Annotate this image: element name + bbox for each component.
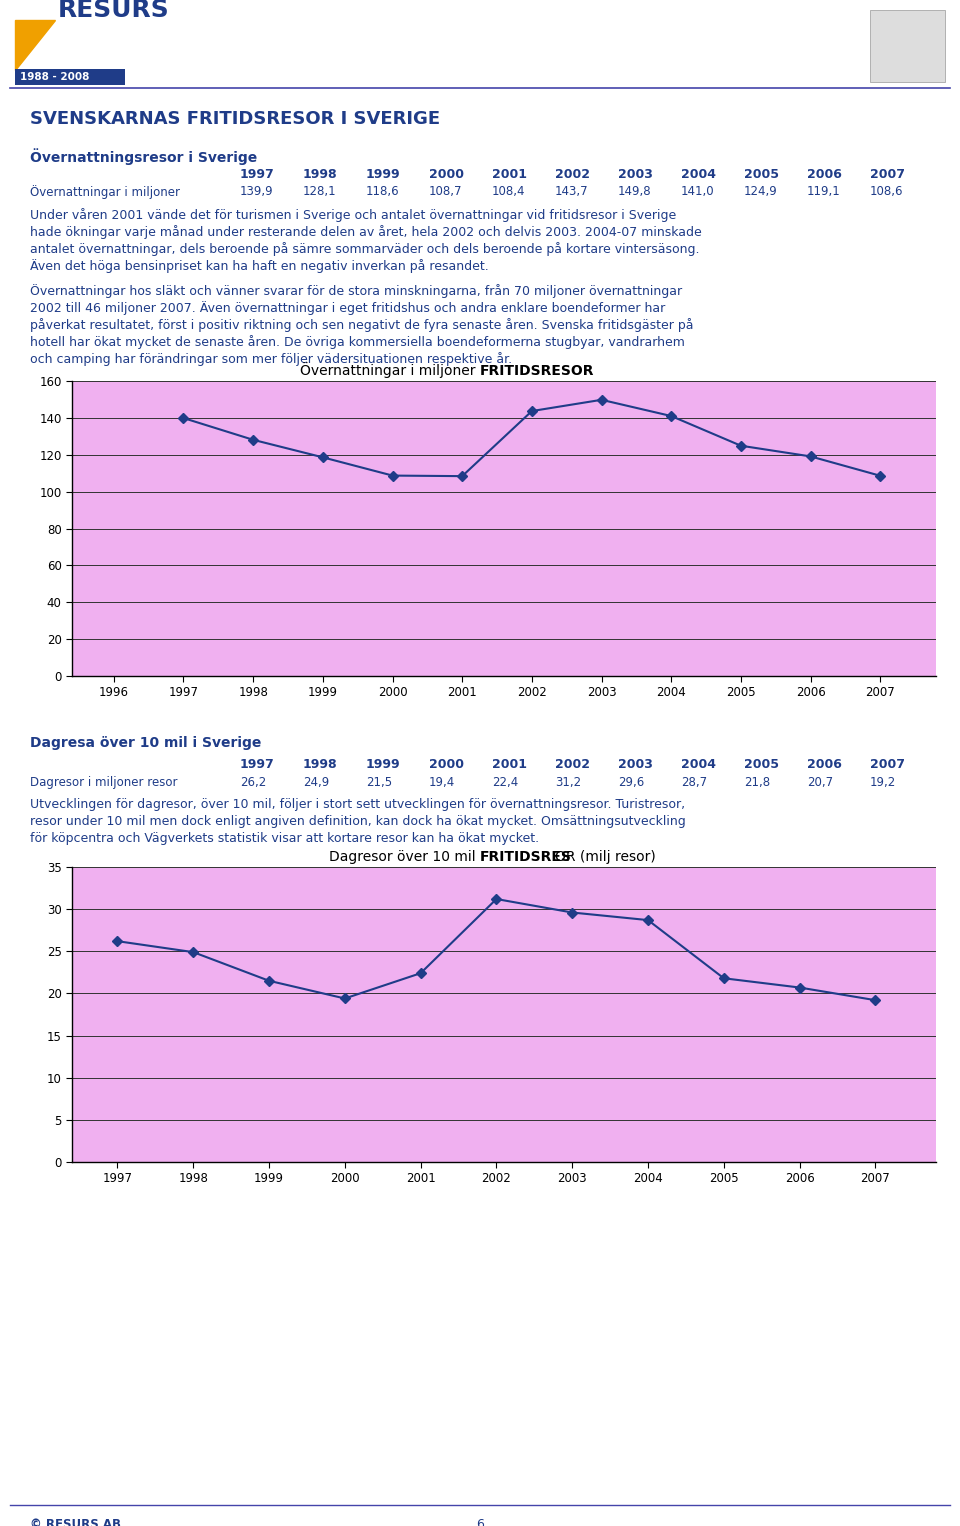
Text: 2007: 2007 <box>870 168 905 182</box>
Text: Utvecklingen för dagresor, över 10 mil, följer i stort sett utvecklingen för öve: Utvecklingen för dagresor, över 10 mil, … <box>30 798 685 810</box>
Text: 2006: 2006 <box>807 168 842 182</box>
Text: Övernattningar hos släkt och vänner svarar för de stora minskningarna, från 70 m: Övernattningar hos släkt och vänner svar… <box>30 284 683 298</box>
Text: 124,9: 124,9 <box>744 185 778 198</box>
Text: Dagresa över 10 mil i Sverige: Dagresa över 10 mil i Sverige <box>30 736 261 749</box>
Text: 2004: 2004 <box>681 758 716 771</box>
Text: 143,7: 143,7 <box>555 185 588 198</box>
Text: 108,4: 108,4 <box>492 185 525 198</box>
FancyBboxPatch shape <box>15 69 125 85</box>
Text: 1999: 1999 <box>366 758 400 771</box>
Text: 31,2: 31,2 <box>555 777 581 789</box>
Text: 2000: 2000 <box>429 168 464 182</box>
Text: © RESURS AB: © RESURS AB <box>30 1518 121 1526</box>
Text: 2001: 2001 <box>492 168 527 182</box>
Text: 1999: 1999 <box>366 168 400 182</box>
Text: Övernattningar i miljoner: Övernattningar i miljoner <box>30 185 180 198</box>
Text: 21,8: 21,8 <box>744 777 770 789</box>
Text: 2006: 2006 <box>807 758 842 771</box>
Text: 118,6: 118,6 <box>366 185 399 198</box>
Text: Även det höga bensinpriset kan ha haft en negativ inverkan på resandet.: Även det höga bensinpriset kan ha haft e… <box>30 259 489 273</box>
Text: Dagresor över 10 mil: Dagresor över 10 mil <box>329 850 480 864</box>
Text: Under våren 2001 vände det för turismen i Sverige och antalet övernattningar vid: Under våren 2001 vände det för turismen … <box>30 208 676 221</box>
Text: 19,2: 19,2 <box>870 777 897 789</box>
Text: 149,8: 149,8 <box>618 185 652 198</box>
Text: 1997: 1997 <box>240 168 275 182</box>
Text: 19,4: 19,4 <box>429 777 455 789</box>
Text: FRITIDSRESOR: FRITIDSRESOR <box>480 365 594 378</box>
Text: 29,6: 29,6 <box>618 777 644 789</box>
Text: 20,7: 20,7 <box>807 777 833 789</box>
Text: 119,1: 119,1 <box>807 185 841 198</box>
Text: 2002 till 46 miljoner 2007. Även övernattningar i eget fritidshus och andra enkl: 2002 till 46 miljoner 2007. Även övernat… <box>30 301 665 314</box>
Text: resor under 10 mil men dock enligt angiven definition, kan dock ha ökat mycket. : resor under 10 mil men dock enligt angiv… <box>30 815 685 829</box>
Text: 141,0: 141,0 <box>681 185 714 198</box>
Text: 139,9: 139,9 <box>240 185 274 198</box>
Text: 2001: 2001 <box>492 758 527 771</box>
Text: 21,5: 21,5 <box>366 777 392 789</box>
Text: 22,4: 22,4 <box>492 777 518 789</box>
Text: 2005: 2005 <box>744 168 779 182</box>
Text: Dagresor i miljoner resor: Dagresor i miljoner resor <box>30 777 178 789</box>
Text: Övernattningar i miljoner: Övernattningar i miljoner <box>300 362 480 378</box>
Text: 108,7: 108,7 <box>429 185 463 198</box>
Text: 2002: 2002 <box>555 758 590 771</box>
Text: 1998: 1998 <box>303 168 338 182</box>
Text: 24,9: 24,9 <box>303 777 329 789</box>
Text: och camping har förändringar som mer följer vädersituationen respektive år.: och camping har förändringar som mer föl… <box>30 353 512 366</box>
Text: RESURS: RESURS <box>58 0 170 21</box>
Text: hotell har ökat mycket de senaste åren. De övriga kommersiella boendeformerna st: hotell har ökat mycket de senaste åren. … <box>30 336 684 349</box>
Text: 2003: 2003 <box>618 168 653 182</box>
Text: 2003: 2003 <box>618 758 653 771</box>
Text: 6: 6 <box>476 1518 484 1526</box>
Text: 1988 - 2008: 1988 - 2008 <box>20 72 89 82</box>
Text: 28,7: 28,7 <box>681 777 708 789</box>
Text: 128,1: 128,1 <box>303 185 337 198</box>
Text: 2002: 2002 <box>555 168 590 182</box>
Text: antalet övernattningar, dels beroende på sämre sommarväder och dels beroende på : antalet övernattningar, dels beroende på… <box>30 243 700 256</box>
FancyBboxPatch shape <box>870 11 945 82</box>
Text: Övernattningsresor i Sverige: Övernattningsresor i Sverige <box>30 148 257 165</box>
Polygon shape <box>15 20 55 70</box>
Text: SVENSKARNAS FRITIDSRESOR I SVERIGE: SVENSKARNAS FRITIDSRESOR I SVERIGE <box>30 110 440 128</box>
Text: 1997: 1997 <box>240 758 275 771</box>
Text: 2007: 2007 <box>870 758 905 771</box>
Text: hade ökningar varje månad under resterande delen av året, hela 2002 och delvis 2: hade ökningar varje månad under resteran… <box>30 224 702 240</box>
Text: 1998: 1998 <box>303 758 338 771</box>
Text: påverkat resultatet, först i positiv riktning och sen negativt de fyra senaste å: påverkat resultatet, först i positiv rik… <box>30 317 693 333</box>
Text: 2005: 2005 <box>744 758 779 771</box>
Text: OR (milj resor): OR (milj resor) <box>555 850 656 864</box>
Text: FRITIDSRES: FRITIDSRES <box>480 850 572 864</box>
Text: 2000: 2000 <box>429 758 464 771</box>
Text: 2004: 2004 <box>681 168 716 182</box>
Text: 108,6: 108,6 <box>870 185 903 198</box>
Text: för köpcentra och Vägverkets statistik visar att kortare resor kan ha ökat mycke: för köpcentra och Vägverkets statistik v… <box>30 832 540 845</box>
Text: 26,2: 26,2 <box>240 777 266 789</box>
